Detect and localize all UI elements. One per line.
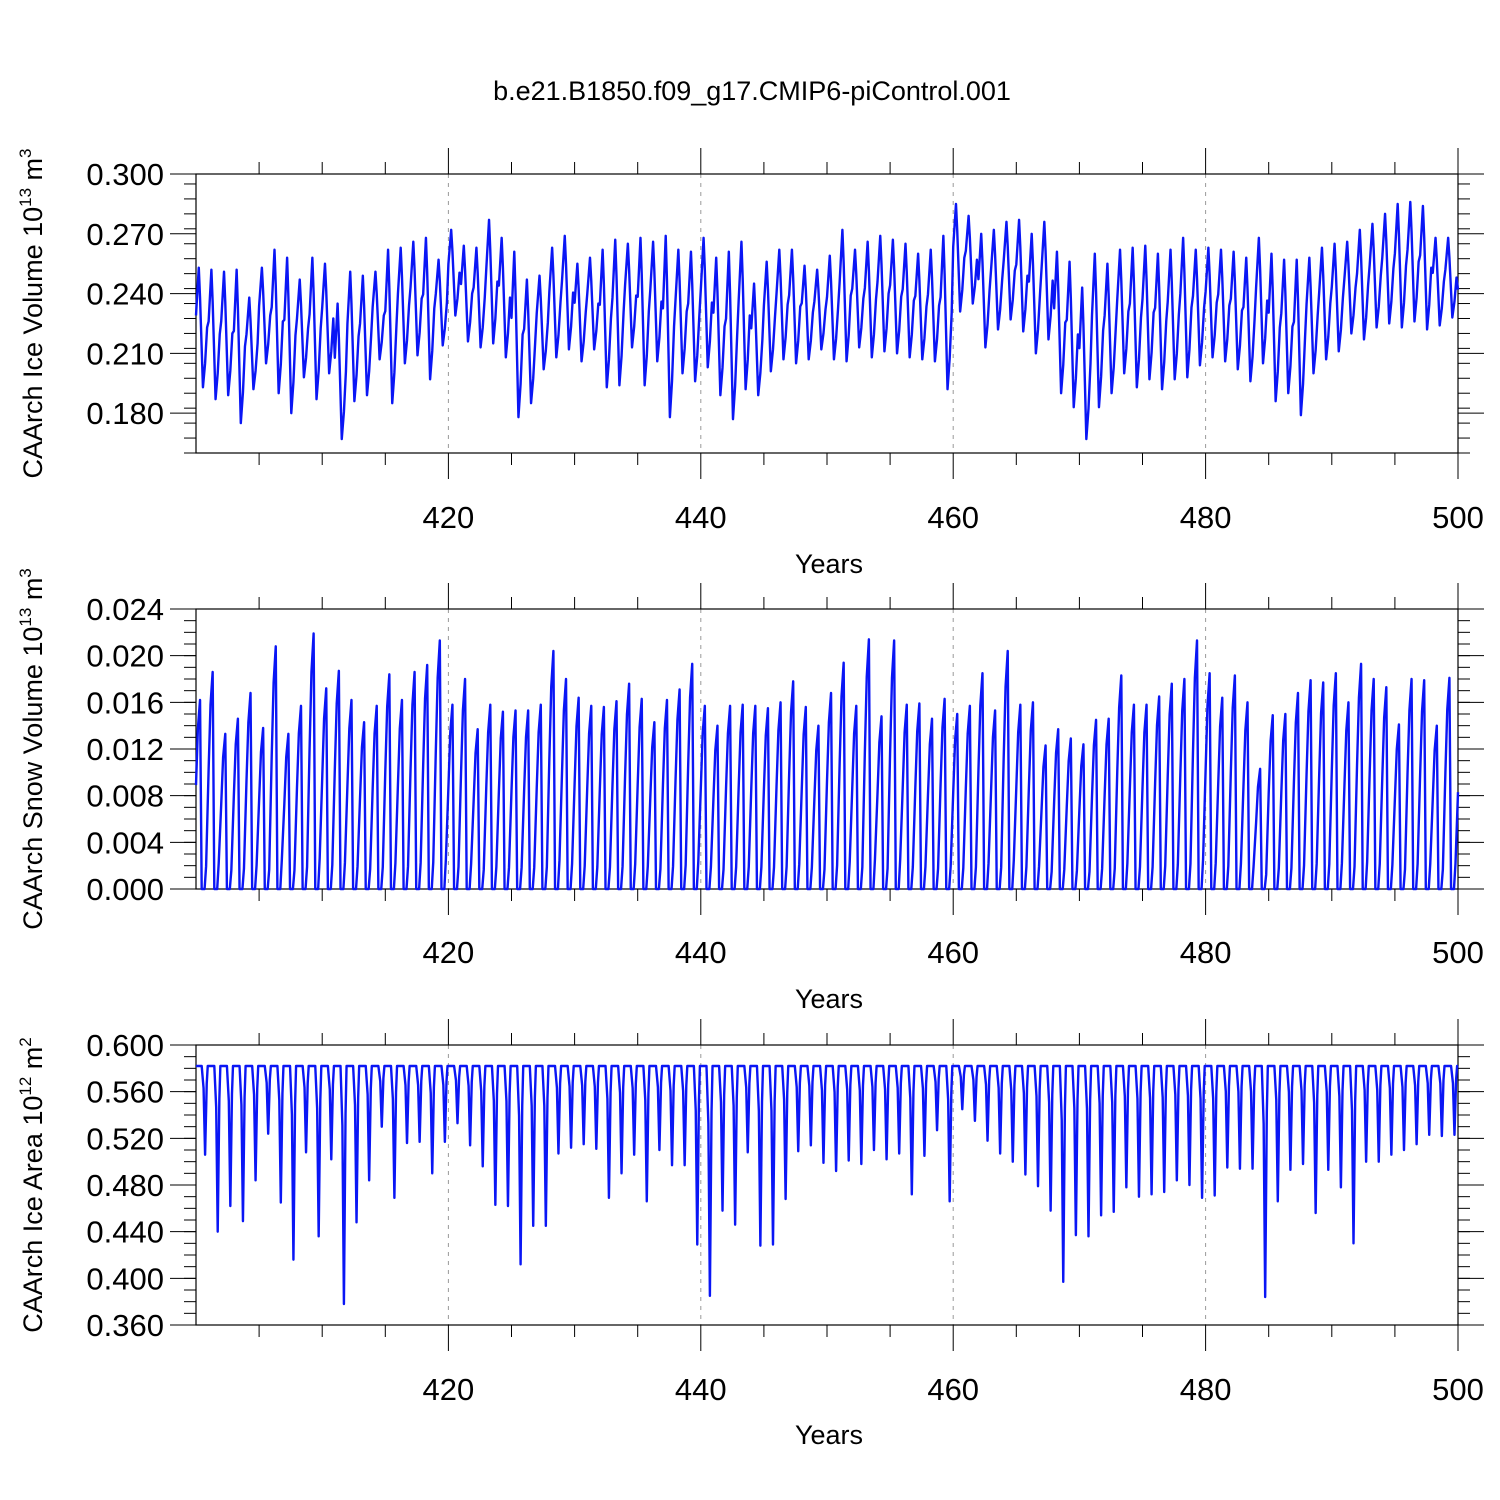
plot-frame: [195, 1044, 1459, 1326]
y-tick-label: 0.270: [86, 217, 164, 252]
x-tick-label: 420: [423, 935, 475, 970]
y-tick-label: 0.012: [86, 732, 164, 767]
y-tick-label: 0.480: [86, 1168, 164, 1203]
x-tick-label: 420: [423, 500, 475, 535]
x-tick-label: 420: [423, 1372, 475, 1407]
y-tick-label: 0.000: [86, 872, 164, 907]
y-tick-label: 0.024: [86, 592, 164, 627]
y-tick-label: 0.400: [86, 1261, 164, 1296]
y-axis-title-unit-exp: 3: [16, 148, 35, 157]
panel-ice-volume: 0.300 0.270 0.240 0.210 0.180 420 440 460 480 500…: [16, 148, 1484, 579]
y-tick-label: 0.016: [86, 685, 164, 720]
x-tick-label: 440: [675, 500, 727, 535]
y-axis-title-unit: m: [18, 1047, 48, 1077]
y-axis-title-unit: m: [18, 578, 48, 608]
y-axis-title-text: CAArch Ice Volume 10: [18, 207, 48, 479]
panels: 0.300 0.270 0.240 0.210 0.180 420 440 460 480 500…: [16, 148, 1484, 1450]
x-axis-title: Years: [795, 549, 863, 579]
y-tick-label: 0.600: [86, 1028, 164, 1063]
y-axis-title: CAArch Snow Volume 1013 m3: [16, 568, 48, 930]
y-axis-title-unit-exp: 3: [16, 568, 35, 577]
y-axis-title-unit: m: [18, 158, 48, 188]
y-axis-title: CAArch Ice Volume 1013 m3: [16, 148, 48, 478]
y-tick-label: 0.008: [86, 779, 164, 814]
y-axis-title-exp: 13: [16, 188, 35, 207]
y-tick-label: 0.180: [86, 396, 164, 431]
x-tick-label: 480: [1180, 500, 1232, 535]
x-tick-label: 460: [927, 1372, 979, 1407]
y-tick-label: 0.004: [86, 825, 164, 860]
y-axis-title-unit-exp: 2: [16, 1037, 35, 1046]
y-axis-title-text: CAArch Snow Volume 10: [18, 627, 48, 930]
series-line-ice-volume: [194, 200, 1460, 441]
x-tick-label: 440: [675, 935, 727, 970]
x-tick-label: 480: [1180, 1372, 1232, 1407]
y-tick-label: 0.560: [86, 1075, 164, 1110]
panel-snow-volume: 0.024 0.020 0.016 0.012 0.008 0.004 0.000 420 44…: [16, 568, 1484, 1014]
x-axis-title: Years: [795, 984, 863, 1014]
y-tick-label: 0.360: [86, 1308, 164, 1343]
y-tick-label: 0.300: [86, 157, 164, 192]
x-tick-label: 460: [927, 935, 979, 970]
panel-ice-area: 0.600 0.560 0.520 0.480 0.440 0.400 0.360 420 44…: [16, 1019, 1484, 1450]
series-line-ice-area: [196, 1064, 1459, 1306]
figure-title: b.e21.B1850.f09_g17.CMIP6-piControl.001: [493, 76, 1011, 106]
x-tick-label: 500: [1432, 1372, 1484, 1407]
y-tick-label: 0.210: [86, 336, 164, 371]
x-tick-label: 440: [675, 1372, 727, 1407]
x-tick-label: 500: [1432, 935, 1484, 970]
y-axis-title-exp: 12: [16, 1077, 35, 1096]
y-tick-label: 0.440: [86, 1215, 164, 1250]
y-axis-title: CAArch Ice Area 1012 m2: [16, 1037, 48, 1333]
x-tick-label: 480: [1180, 935, 1232, 970]
y-axis-title-text: CAArch Ice Area 10: [18, 1096, 48, 1333]
series-line-snow-volume: [194, 632, 1460, 891]
y-tick-label: 0.520: [86, 1121, 164, 1156]
y-axis-title-exp: 13: [16, 608, 35, 627]
x-tick-label: 500: [1432, 500, 1484, 535]
y-tick-label: 0.020: [86, 639, 164, 674]
y-tick-label: 0.240: [86, 277, 164, 312]
x-axis-title: Years: [795, 1420, 863, 1450]
x-tick-label: 460: [927, 500, 979, 535]
